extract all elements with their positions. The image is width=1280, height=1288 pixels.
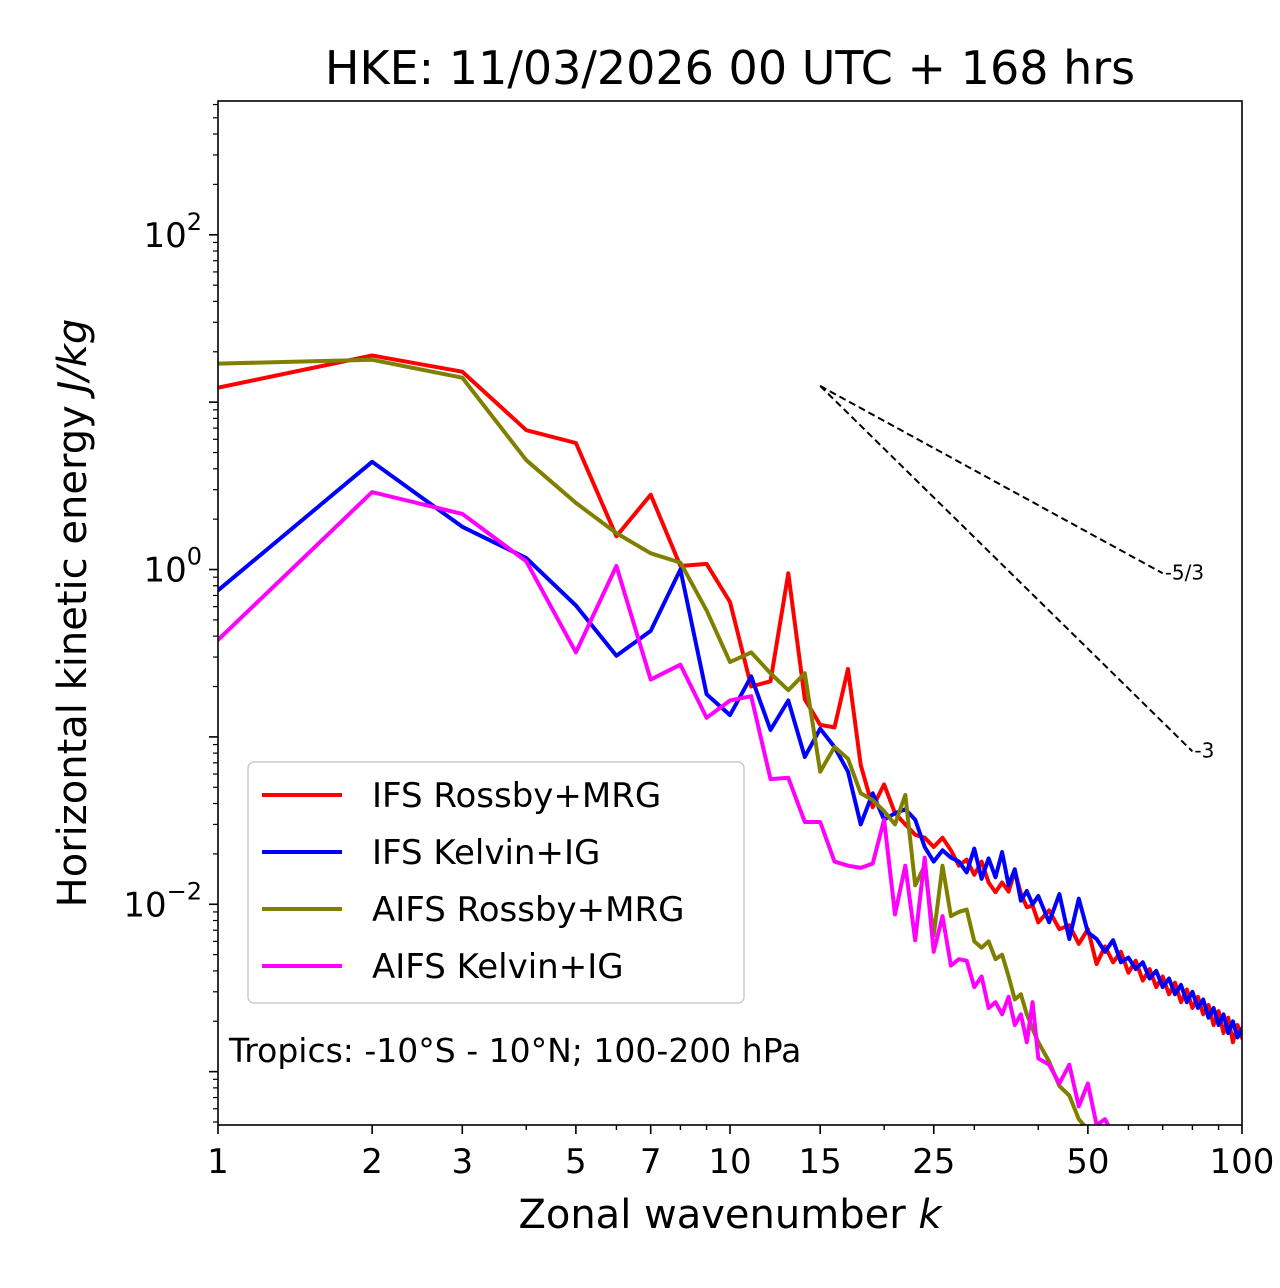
y-axis-label-units: J/kg <box>50 319 96 400</box>
reference-line-label: -3 <box>1194 738 1214 762</box>
x-tick-label: 50 <box>1066 1142 1109 1182</box>
legend-label-aifs-rossby-mrg: AIFS Rossby+MRG <box>372 890 684 930</box>
series-line-ifs-kelvin-ig <box>218 459 1242 1040</box>
x-axis-label-text: Zonal wavenumber <box>518 1192 918 1238</box>
legend-box <box>247 761 745 1004</box>
y-axis-ticks: 102 100 10−2 <box>123 103 218 1123</box>
y-axis-label: Horizontal kinetic energy J/kg <box>50 319 96 908</box>
legend-items: IFS Rossby+MRG IFS Kelvin+IG AIFS Rossby+M… <box>262 776 684 987</box>
chart-title: HKE: 11/03/2026 00 UTC + 168 hrs <box>325 41 1135 95</box>
x-tick-label: 100 <box>1210 1142 1275 1182</box>
legend-label-aifs-kelvin-ig: AIFS Kelvin+IG <box>372 947 624 987</box>
y-tick-label: 100 <box>143 543 202 591</box>
x-axis-ticks: 1 2 3 5 7 10 15 25 50 100 <box>207 1125 1274 1182</box>
x-axis-label: Zonal wavenumber k <box>518 1192 943 1238</box>
y-tick-label: 102 <box>143 208 202 256</box>
x-tick-label: 3 <box>451 1142 473 1182</box>
reference-line-3 <box>819 385 1194 753</box>
reference-line-5-3 <box>819 385 1164 575</box>
y-axis-label-text: Horizontal kinetic energy <box>50 393 96 908</box>
reference-line-label: -5/3 <box>1165 560 1204 584</box>
legend: IFS Rossby+MRG IFS Kelvin+IG AIFS Rossby+M… <box>247 761 745 1004</box>
x-tick-label: 15 <box>799 1142 842 1182</box>
legend-label-ifs-kelvin-ig: IFS Kelvin+IG <box>372 833 600 873</box>
x-tick-label: 25 <box>912 1142 955 1182</box>
legend-label-ifs-rossby-mrg: IFS Rossby+MRG <box>372 776 661 816</box>
x-tick-label: 2 <box>361 1142 383 1182</box>
x-tick-label: 5 <box>565 1142 587 1182</box>
region-annotation: Tropics: -10°S - 10°N; 100-200 hPa <box>228 1031 801 1070</box>
series-line-aifs-kelvin-ig <box>218 490 1111 1125</box>
x-axis-label-symbol: k <box>918 1192 943 1238</box>
y-tick-label: 10−2 <box>123 877 202 925</box>
x-tick-label: 10 <box>708 1142 751 1182</box>
x-tick-label: 1 <box>207 1142 229 1182</box>
reference-lines: -5/3 -3 <box>819 385 1214 762</box>
x-tick-label: 7 <box>640 1142 662 1182</box>
series-layer <box>218 353 1242 1125</box>
